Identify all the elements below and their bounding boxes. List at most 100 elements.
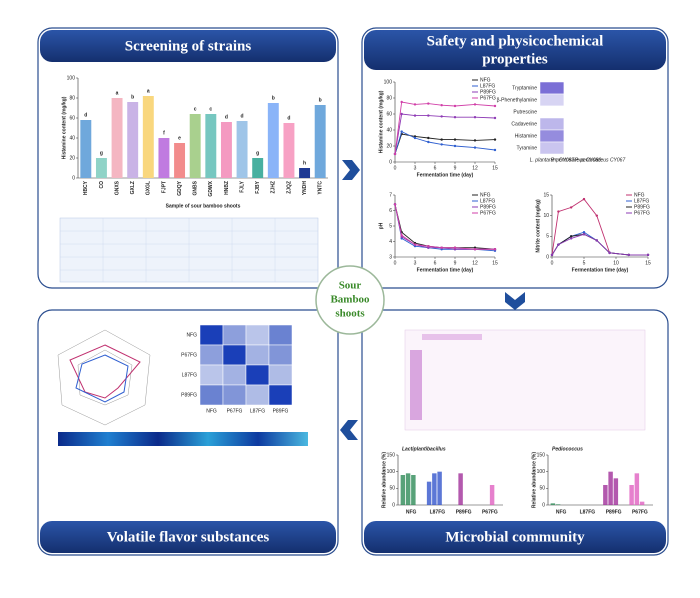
x-tick-label: 5 bbox=[583, 260, 586, 266]
bar bbox=[127, 102, 139, 178]
legend-label: P89FG bbox=[480, 204, 496, 210]
significance-letter: d bbox=[287, 115, 290, 121]
heat-cell bbox=[563, 129, 589, 143]
bar bbox=[634, 473, 640, 505]
heat-cell bbox=[539, 105, 565, 119]
y-tick-label: 60 bbox=[386, 111, 392, 117]
heat-cell bbox=[587, 81, 613, 95]
heat-cell bbox=[245, 324, 270, 346]
x-tick-label: 15 bbox=[492, 260, 498, 266]
point bbox=[473, 116, 477, 119]
x-tick-label: CO bbox=[99, 181, 105, 189]
point bbox=[453, 144, 457, 148]
bar bbox=[432, 473, 437, 505]
x-tick-label: GDWX bbox=[208, 180, 214, 196]
point bbox=[400, 234, 403, 237]
panel-title: properties bbox=[482, 51, 548, 67]
point bbox=[453, 138, 457, 141]
heat-cell bbox=[199, 364, 224, 386]
bar bbox=[205, 114, 217, 178]
heat-cell bbox=[539, 129, 565, 143]
significance-letter: b bbox=[272, 95, 275, 101]
center-label: Bamboo bbox=[330, 294, 370, 306]
panel-title: Microbial community bbox=[445, 529, 585, 545]
heat-cell bbox=[199, 324, 224, 346]
x-tick-label: 0 bbox=[394, 260, 397, 266]
legend-label: P89FG bbox=[634, 204, 650, 210]
y-tick-label: 0 bbox=[72, 175, 75, 181]
bar bbox=[629, 485, 634, 505]
point bbox=[427, 244, 430, 248]
y-tick-label: 6 bbox=[389, 208, 392, 214]
x-tick-label: FJPT bbox=[161, 181, 167, 193]
point bbox=[493, 138, 497, 141]
point bbox=[582, 197, 586, 201]
chart-title: Lactiplantibacillus bbox=[402, 446, 446, 452]
y-axis-label: Histamine content (mg/kg) bbox=[378, 90, 384, 153]
heat-cell bbox=[222, 344, 247, 366]
point bbox=[646, 253, 650, 257]
point bbox=[570, 235, 573, 238]
point bbox=[440, 104, 443, 107]
heat-cell bbox=[587, 141, 613, 155]
heat-cell bbox=[539, 93, 565, 107]
table-grid bbox=[60, 218, 318, 282]
point bbox=[427, 114, 430, 117]
row-label: Cadaverine bbox=[511, 121, 537, 127]
point bbox=[440, 115, 443, 118]
series-line bbox=[394, 133, 496, 155]
heat-cell bbox=[539, 81, 565, 95]
panel-title: Screening of strains bbox=[125, 38, 252, 54]
point bbox=[393, 152, 397, 156]
point bbox=[427, 136, 430, 140]
series-line bbox=[394, 113, 496, 155]
point bbox=[440, 143, 443, 146]
row-label: Putrescine bbox=[513, 109, 537, 115]
legend-label: P67FG bbox=[480, 95, 496, 101]
point bbox=[453, 246, 457, 249]
x-tick-label: 10 bbox=[613, 260, 619, 266]
group-label: P89FG bbox=[606, 509, 622, 515]
heat-cell bbox=[245, 344, 270, 366]
significance-letter: g bbox=[256, 150, 259, 156]
significance-letter: c bbox=[194, 106, 197, 112]
legend-label: L87FG bbox=[634, 198, 649, 204]
y-tick-label: 5 bbox=[389, 223, 392, 229]
y-tick-label: 100 bbox=[384, 79, 393, 85]
point bbox=[557, 243, 560, 246]
heat-cell bbox=[563, 141, 589, 155]
y-tick-label: 40 bbox=[386, 127, 392, 133]
legend-label: NFG bbox=[480, 77, 491, 83]
y-tick-label: 20 bbox=[69, 155, 75, 161]
bar bbox=[220, 122, 232, 178]
point bbox=[453, 116, 457, 119]
heat-cell bbox=[563, 93, 589, 107]
point bbox=[493, 104, 497, 108]
point bbox=[570, 206, 573, 209]
series-line bbox=[394, 101, 496, 155]
row-label: β-Phenethylamine bbox=[497, 97, 538, 103]
significance-letter: g bbox=[100, 150, 103, 156]
group-label: L87FG bbox=[580, 509, 596, 515]
column-label: NFG bbox=[206, 408, 217, 414]
bar bbox=[95, 158, 107, 178]
point bbox=[413, 114, 417, 117]
y-tick-label: 10 bbox=[543, 213, 549, 219]
panel-header bbox=[364, 30, 666, 70]
heat-cell bbox=[539, 141, 565, 155]
x-tick-label: ZJQZ bbox=[286, 181, 292, 194]
point bbox=[427, 102, 430, 105]
heat-cell bbox=[199, 384, 224, 406]
significance-letter: d bbox=[84, 112, 87, 118]
bar bbox=[426, 481, 432, 505]
column-label: P. pentosaceus CY067 bbox=[575, 157, 626, 163]
legend-label: NFG bbox=[480, 192, 491, 198]
x-tick-label: GNXS bbox=[114, 180, 120, 195]
y-tick-label: 0 bbox=[546, 254, 549, 260]
y-tick-label: 150 bbox=[537, 452, 546, 458]
heat-cell bbox=[268, 384, 293, 406]
x-tick-label: 6 bbox=[434, 165, 437, 171]
x-tick-label: 12 bbox=[472, 165, 478, 171]
x-tick-label: 15 bbox=[645, 260, 651, 266]
point bbox=[473, 146, 477, 149]
